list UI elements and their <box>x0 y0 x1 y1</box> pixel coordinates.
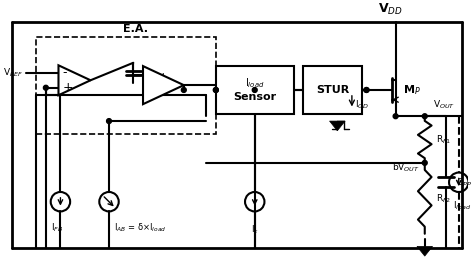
Text: +: + <box>63 81 73 94</box>
Circle shape <box>364 88 369 92</box>
Bar <box>36 37 216 134</box>
Text: +: + <box>157 71 168 84</box>
Circle shape <box>182 88 186 92</box>
Text: E.A.: E.A. <box>123 24 148 34</box>
Circle shape <box>422 160 427 165</box>
Text: V$_{DD}$: V$_{DD}$ <box>378 2 403 17</box>
Text: Sensor: Sensor <box>233 92 276 102</box>
Text: I$_{load}$: I$_{load}$ <box>453 200 471 212</box>
Circle shape <box>107 119 111 123</box>
Text: I$_{FB}$: I$_{FB}$ <box>51 221 64 234</box>
Text: R$_{F1}$: R$_{F1}$ <box>437 133 452 146</box>
Text: V$_{REF}$: V$_{REF}$ <box>3 67 24 79</box>
Text: I$_{AB}$ = δ×I$_{load}$: I$_{AB}$ = δ×I$_{load}$ <box>114 221 166 234</box>
Text: R$_{F2}$: R$_{F2}$ <box>437 192 452 205</box>
Circle shape <box>252 88 257 92</box>
Polygon shape <box>329 121 345 131</box>
Text: I$_{GD}$: I$_{GD}$ <box>355 98 369 111</box>
Text: M$_P$: M$_P$ <box>403 83 421 97</box>
Bar <box>216 66 293 114</box>
Circle shape <box>364 88 369 92</box>
Circle shape <box>213 88 219 92</box>
Text: -: - <box>63 66 67 79</box>
Circle shape <box>213 88 219 92</box>
Circle shape <box>44 85 48 90</box>
Text: STUR: STUR <box>316 85 349 95</box>
Text: I$_{ε}$: I$_{ε}$ <box>251 223 259 236</box>
Circle shape <box>422 114 427 119</box>
Circle shape <box>393 114 398 119</box>
Text: C$_{PP}$: C$_{PP}$ <box>456 176 472 188</box>
Polygon shape <box>143 66 184 104</box>
Polygon shape <box>417 246 433 256</box>
Text: I$_{load}$: I$_{load}$ <box>245 76 264 90</box>
Bar <box>303 66 362 114</box>
Text: bV$_{OUT}$: bV$_{OUT}$ <box>392 161 420 174</box>
Text: V$_{OUT}$: V$_{OUT}$ <box>433 99 455 111</box>
